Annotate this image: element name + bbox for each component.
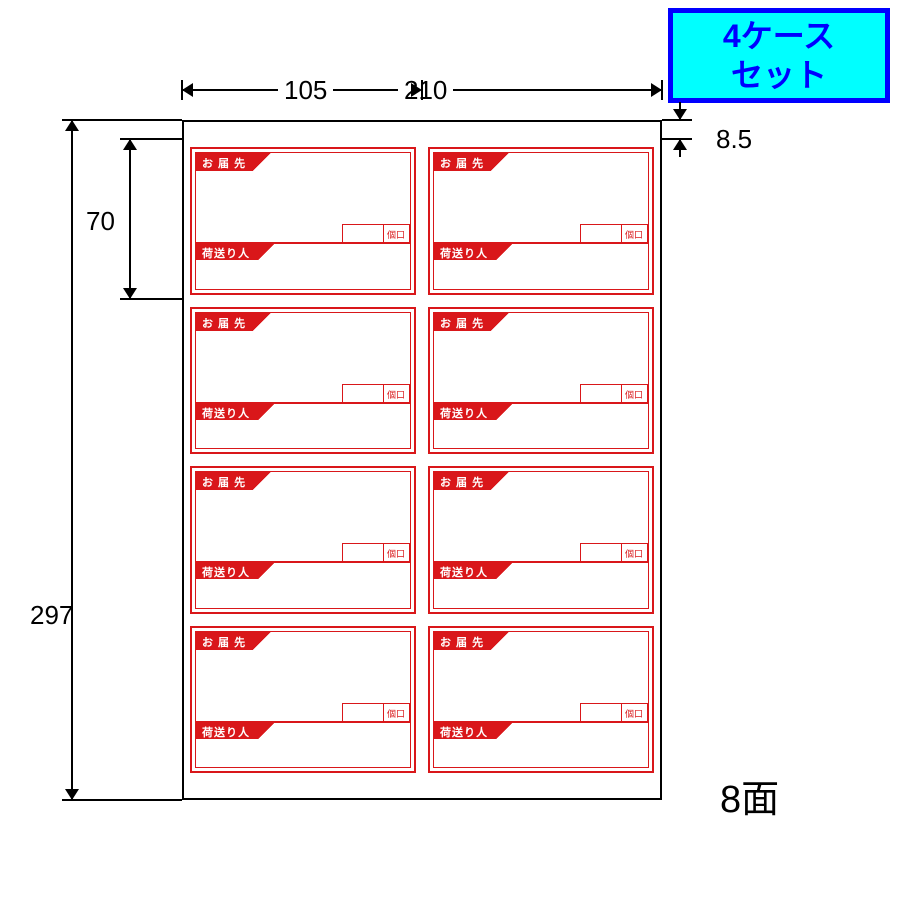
dim-value: 210: [398, 75, 453, 106]
from-label: 荷送り人: [440, 245, 488, 261]
set-badge: 4ケースセット: [668, 8, 890, 103]
count-label: 個口: [387, 388, 405, 401]
shipping-label: お 届 先荷送り人 個口: [184, 620, 422, 780]
from-label: 荷送り人: [202, 564, 250, 580]
count-label: 個口: [387, 228, 405, 241]
from-label: 荷送り人: [202, 724, 250, 740]
to-label: お 届 先: [440, 634, 484, 650]
face-count-caption: 8面: [720, 768, 779, 823]
to-label: お 届 先: [202, 315, 246, 331]
shipping-label: お 届 先荷送り人 個口: [184, 460, 422, 620]
from-label: 荷送り人: [440, 564, 488, 580]
badge-line-2: セット: [731, 56, 827, 94]
count-label: 個口: [625, 547, 643, 560]
count-label: 個口: [387, 707, 405, 720]
shipping-label: お 届 先荷送り人 個口: [422, 620, 660, 780]
count-label: 個口: [625, 388, 643, 401]
to-label: お 届 先: [202, 634, 246, 650]
to-label: お 届 先: [202, 155, 246, 171]
count-label: 個口: [625, 228, 643, 241]
to-label: お 届 先: [440, 155, 484, 171]
label-sheet: お 届 先荷送り人個口お 届 先荷送り人個口お 届 先荷送り人個口お 届 先荷送…: [182, 120, 662, 800]
dim-value: 70: [86, 206, 115, 237]
from-label: 荷送り人: [202, 405, 250, 421]
dim-value: 105: [278, 75, 333, 106]
badge-line-1: 4ケース: [723, 17, 835, 55]
from-label: 荷送り人: [440, 724, 488, 740]
to-label: お 届 先: [202, 474, 246, 490]
shipping-label: お 届 先荷送り人 個口: [184, 141, 422, 301]
shipping-label: お 届 先荷送り人 個口: [422, 141, 660, 301]
count-label: 個口: [387, 547, 405, 560]
from-label: 荷送り人: [202, 245, 250, 261]
dim-line: [71, 120, 73, 800]
count-label: 個口: [625, 707, 643, 720]
shipping-label: お 届 先荷送り人 個口: [422, 460, 660, 620]
shipping-label: お 届 先荷送り人 個口: [184, 301, 422, 461]
dim-value: 297: [30, 600, 73, 631]
to-label: お 届 先: [440, 474, 484, 490]
shipping-label: お 届 先荷送り人 個口: [422, 301, 660, 461]
from-label: 荷送り人: [440, 405, 488, 421]
to-label: お 届 先: [440, 315, 484, 331]
dim-line: [129, 139, 131, 299]
dim-value: 8.5: [716, 124, 752, 155]
